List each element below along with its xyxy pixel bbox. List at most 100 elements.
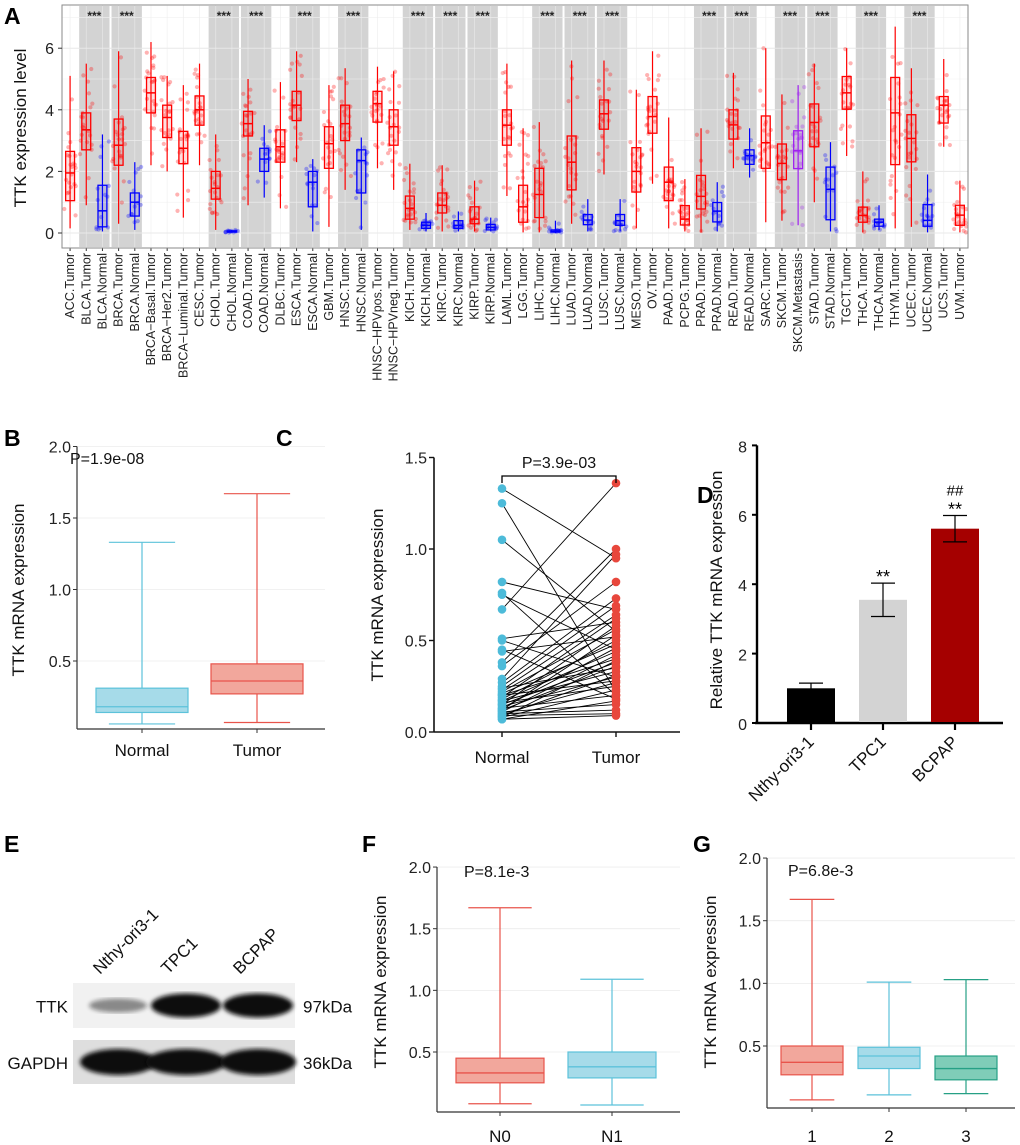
jitter-point <box>802 84 807 90</box>
jitter-point <box>825 177 831 182</box>
normal-point <box>497 535 507 545</box>
box <box>938 95 949 124</box>
category-label: PAAD.Tumor <box>662 253 676 325</box>
jitter-point <box>850 144 855 149</box>
jitter-point <box>119 200 124 205</box>
jitter-point <box>891 212 896 217</box>
jitter-point <box>207 206 212 212</box>
jitter-point <box>782 209 787 214</box>
box-kirc-tumor <box>434 165 451 232</box>
jitter-point <box>159 98 164 103</box>
jitter-point <box>139 164 144 170</box>
jitter-point <box>530 192 536 197</box>
jitter-point <box>284 204 289 210</box>
jitter-point <box>467 185 472 190</box>
category-label: PCPG.Tumor <box>678 253 692 328</box>
pair-line <box>501 694 617 709</box>
jitter-point <box>277 193 282 198</box>
box-kirp-tumor <box>466 179 483 233</box>
box <box>922 204 933 227</box>
jitter-point <box>526 225 531 230</box>
tumor-point <box>611 696 621 706</box>
panel-letter-g: G <box>693 831 711 857</box>
jitter-point <box>798 132 803 138</box>
box <box>437 192 448 214</box>
jitter-point <box>175 208 180 213</box>
category-label: BRCA.Normal <box>128 253 142 332</box>
jitter-point <box>895 61 901 66</box>
box-brca-basal-tumor <box>142 42 159 166</box>
jitter-point <box>288 67 293 72</box>
jitter-point <box>151 65 156 70</box>
jitter-point <box>94 227 99 232</box>
jitter-point <box>543 215 548 220</box>
box <box>647 95 658 134</box>
box <box>95 687 189 714</box>
significance-shading <box>111 6 142 247</box>
significance-shading <box>564 6 595 247</box>
jitter-point <box>102 192 108 197</box>
jitter-point <box>260 136 265 141</box>
jitter-point <box>523 152 528 157</box>
jitter-point <box>385 151 391 156</box>
jitter-point <box>243 103 248 108</box>
box <box>631 147 642 193</box>
jitter-point <box>468 195 473 201</box>
jitter-point <box>219 200 224 205</box>
box <box>307 170 318 208</box>
jitter-point <box>199 140 204 145</box>
box-lusc-normal <box>611 198 629 234</box>
jitter-point <box>106 183 111 188</box>
significance-label: *** <box>912 9 926 23</box>
jitter-point <box>121 179 126 184</box>
jitter-point <box>704 209 709 214</box>
jitter-point <box>215 173 220 178</box>
jitter-point <box>328 194 333 200</box>
category-label: READ.Normal <box>743 253 757 332</box>
jitter-point <box>241 196 246 201</box>
jitter-point <box>252 110 257 116</box>
jitter-point <box>280 141 285 146</box>
y-tick-label: 0 <box>738 717 747 734</box>
box <box>340 104 351 142</box>
jitter-point <box>782 189 787 194</box>
jitter-point <box>326 119 331 124</box>
category-label: DLBC.Tumor <box>273 253 287 325</box>
normal-point <box>497 605 507 614</box>
box-ov-tumor <box>644 51 661 184</box>
plot-border <box>61 4 969 249</box>
box-n0 <box>455 907 545 1105</box>
y-tick-label: 1.5 <box>409 922 431 939</box>
jitter-point <box>322 190 327 195</box>
jitter-point <box>963 224 969 229</box>
pair-line <box>501 581 617 610</box>
jitter-point <box>960 184 965 189</box>
jitter-point <box>506 135 511 140</box>
jitter-point <box>588 226 593 231</box>
jitter-point <box>866 218 872 223</box>
jitter-point <box>474 186 479 192</box>
box <box>162 104 173 139</box>
category-label: LAML.Tumor <box>500 253 514 325</box>
jitter-point <box>833 226 838 232</box>
box-thca-normal <box>871 205 887 232</box>
jitter-point <box>308 163 313 169</box>
protein-band <box>151 993 221 1018</box>
box <box>388 109 399 146</box>
significance-shading <box>402 6 434 247</box>
pair-line <box>501 594 617 651</box>
jitter-point <box>834 229 839 234</box>
jitter-point <box>328 94 334 99</box>
jitter-point <box>646 76 651 82</box>
jitter-point <box>501 185 506 190</box>
jitter-point <box>840 141 845 146</box>
box-sarc-tumor <box>757 46 775 223</box>
jitter-point <box>786 185 791 190</box>
category-label: SARC.Tumor <box>759 253 773 327</box>
pair-line <box>501 685 617 704</box>
box-brca-her2-tumor <box>159 75 175 172</box>
jitter-point <box>192 71 197 76</box>
jitter-point <box>543 159 548 164</box>
jitter-point <box>710 198 715 203</box>
box-hnsc-normal <box>353 137 370 230</box>
